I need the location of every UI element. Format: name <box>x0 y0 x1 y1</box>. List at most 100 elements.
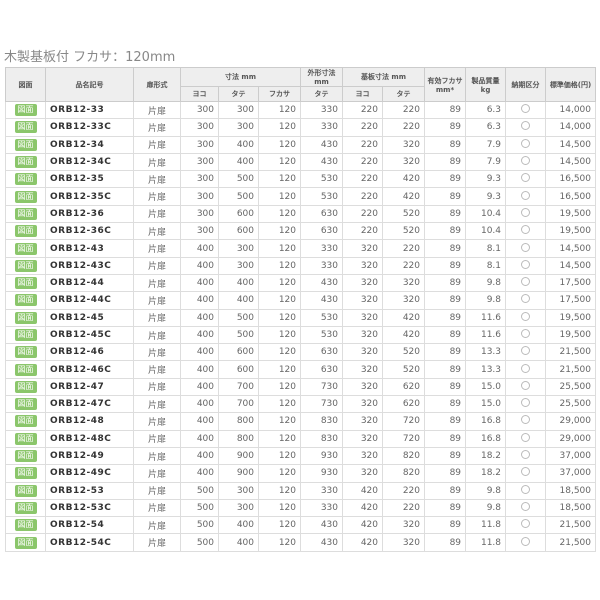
cell-outer-h: 830 <box>300 429 344 448</box>
cell-mass: 9.8 <box>465 481 507 500</box>
drawing-button[interactable]: 図面 <box>14 432 37 445</box>
cell-h: 300 <box>218 118 259 137</box>
cell-model: ORB12-33 <box>45 100 134 120</box>
cell-d: 120 <box>257 395 302 414</box>
circle-icon <box>521 156 531 166</box>
cell-delivery <box>505 360 547 379</box>
cell-board-w: 320 <box>342 429 384 448</box>
header-w: ヨコ <box>180 86 219 102</box>
cell-eff: 89 <box>424 204 467 224</box>
cell-w: 400 <box>180 395 219 414</box>
drawing-button[interactable]: 図面 <box>14 363 37 376</box>
drawing-cell: 図面 <box>5 395 46 414</box>
drawing-button[interactable]: 図面 <box>14 242 37 255</box>
table-row: 図面 ORB12-44C 片扉 400 400 120 430 320 320 89 9.8 17,5… <box>5 291 597 310</box>
cell-d: 120 <box>257 464 302 483</box>
cell-delivery <box>505 308 547 327</box>
cell-h: 300 <box>218 256 259 275</box>
cell-outer-h: 330 <box>300 498 344 518</box>
cell-door: 片扉 <box>133 446 181 466</box>
cell-door: 片扉 <box>133 360 181 379</box>
drawing-button[interactable]: 図面 <box>14 190 37 203</box>
cell-model: ORB12-46 <box>45 343 134 362</box>
cell-h: 500 <box>218 187 259 206</box>
drawing-button[interactable]: 図面 <box>14 329 37 341</box>
cell-outer-h: 330 <box>300 481 344 500</box>
cell-mass: 7.9 <box>465 135 507 154</box>
cell-h: 400 <box>218 152 259 172</box>
drawing-button[interactable]: 図面 <box>14 380 37 393</box>
cell-board-h: 220 <box>382 100 426 120</box>
header-outer: 外形寸法 mm <box>300 67 344 87</box>
cell-eff: 89 <box>424 273 467 293</box>
cell-w: 400 <box>180 273 219 293</box>
header-mass: 製品質量 kg <box>465 67 507 102</box>
cell-eff: 89 <box>424 100 467 120</box>
cell-mass: 10.4 <box>465 204 507 224</box>
cell-board-h: 320 <box>382 135 426 154</box>
drawing-button[interactable]: 図面 <box>14 104 37 117</box>
cell-mass: 18.2 <box>465 464 507 483</box>
drawing-button[interactable]: 図面 <box>14 398 37 411</box>
table-row: 図面 ORB12-45 片扉 400 500 120 530 320 420 89 11.6 19,5… <box>5 308 597 327</box>
cell-eff: 89 <box>424 152 467 172</box>
cell-d: 120 <box>257 446 302 466</box>
cell-d: 120 <box>257 498 302 518</box>
header-board-h: タテ <box>382 86 426 102</box>
drawing-button[interactable]: 図面 <box>14 536 37 549</box>
table-row: 図面 ORB12-34 片扉 300 400 120 430 220 320 89 7.9 14,50… <box>5 135 597 154</box>
circle-icon <box>521 225 531 235</box>
cell-d: 120 <box>257 118 302 137</box>
cell-eff: 89 <box>424 135 467 154</box>
drawing-button[interactable]: 図面 <box>14 173 37 186</box>
drawing-button[interactable]: 図面 <box>14 467 37 480</box>
drawing-button[interactable]: 図面 <box>14 450 37 463</box>
drawing-cell: 図面 <box>5 170 46 189</box>
cell-h: 600 <box>218 222 259 241</box>
table-row: 図面 ORB12-44 片扉 400 400 120 430 320 320 89 9.8 17,50… <box>5 273 597 293</box>
circle-icon <box>521 519 531 529</box>
cell-eff: 89 <box>424 498 467 518</box>
cell-board-h: 320 <box>382 533 426 552</box>
drawing-button[interactable]: 図面 <box>14 311 37 324</box>
cell-h: 900 <box>218 464 259 483</box>
cell-price: 21,500 <box>545 533 597 552</box>
drawing-button[interactable]: 図面 <box>14 484 37 497</box>
cell-w: 300 <box>180 135 219 154</box>
cell-outer-h: 630 <box>300 360 344 379</box>
drawing-button[interactable]: 図面 <box>14 207 37 220</box>
drawing-button[interactable]: 図面 <box>14 346 37 359</box>
drawing-button[interactable]: 図面 <box>14 415 37 428</box>
circle-icon <box>521 432 531 442</box>
drawing-button[interactable]: 図面 <box>14 277 37 290</box>
cell-door: 片扉 <box>133 273 181 293</box>
drawing-button[interactable]: 図面 <box>14 501 37 514</box>
cell-board-h: 220 <box>382 498 426 518</box>
cell-door: 片扉 <box>133 100 181 120</box>
drawing-button[interactable]: 図面 <box>14 294 37 307</box>
cell-delivery <box>505 325 547 345</box>
cell-outer-h: 830 <box>300 412 344 431</box>
cell-door: 片扉 <box>133 222 181 241</box>
cell-d: 120 <box>257 256 302 275</box>
drawing-button[interactable]: 図面 <box>14 225 37 238</box>
circle-icon <box>521 294 531 304</box>
drawing-button[interactable]: 図面 <box>14 156 37 169</box>
cell-board-h: 520 <box>382 360 426 379</box>
cell-w: 400 <box>180 256 219 275</box>
drawing-button[interactable]: 図面 <box>14 259 37 272</box>
cell-door: 片扉 <box>133 187 181 206</box>
drawing-button[interactable]: 図面 <box>14 138 37 151</box>
cell-board-w: 220 <box>342 204 384 224</box>
table-row: 図面 ORB12-43C 片扉 400 300 120 330 320 220 89 8.1 14,5… <box>5 256 597 275</box>
cell-eff: 89 <box>424 533 467 552</box>
cell-door: 片扉 <box>133 516 181 535</box>
cell-outer-h: 430 <box>300 152 344 172</box>
cell-door: 片扉 <box>133 481 181 500</box>
cell-model: ORB12-35 <box>45 170 134 189</box>
drawing-button[interactable]: 図面 <box>14 121 37 134</box>
cell-mass: 6.3 <box>465 100 507 120</box>
cell-w: 400 <box>180 343 219 362</box>
cell-eff: 89 <box>424 377 467 397</box>
drawing-button[interactable]: 図面 <box>14 519 37 532</box>
